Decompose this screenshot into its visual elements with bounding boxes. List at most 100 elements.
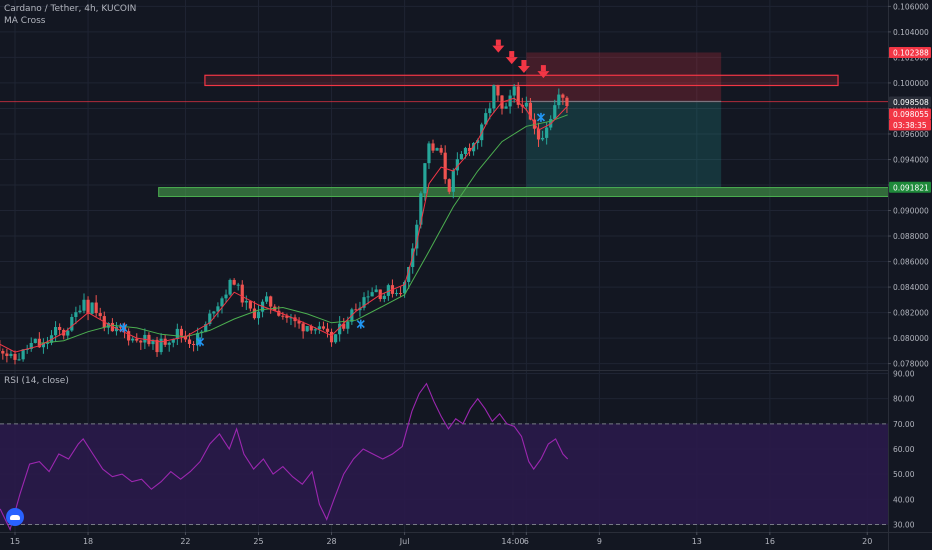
- candle-body: [98, 313, 102, 317]
- candle-body: [90, 302, 94, 314]
- candle-body: [159, 338, 163, 353]
- candle-body: [155, 339, 159, 353]
- candle-body: [524, 102, 528, 107]
- tradingview-logo-icon[interactable]: [6, 508, 24, 526]
- candle-body: [451, 170, 455, 192]
- candle-body: [13, 353, 17, 360]
- candle-body: [565, 97, 569, 107]
- candle-body: [118, 326, 123, 328]
- candle-body: [167, 342, 171, 345]
- candle-body: [135, 338, 139, 341]
- time-scale-bg: [0, 532, 932, 550]
- candle-body: [317, 326, 321, 330]
- candle-body: [423, 163, 427, 194]
- candle-body: [9, 353, 13, 356]
- price-badge-label-target: 0.091821: [893, 183, 929, 192]
- candle-body: [536, 128, 541, 140]
- candle-body: [216, 306, 220, 312]
- candle-body: [492, 85, 496, 109]
- candlestick-series: [0, 82, 569, 365]
- candle-body: [151, 339, 155, 345]
- candle-body: [179, 328, 183, 336]
- down-arrow-icon: [540, 65, 546, 72]
- candle-body: [394, 293, 399, 295]
- candle-body: [329, 331, 334, 343]
- rsi-tick-label: 40.00: [893, 495, 915, 504]
- candle-body: [240, 284, 244, 303]
- rsi-tick-label: 90.00: [893, 370, 915, 379]
- candle-body: [463, 147, 468, 154]
- candle-body: [439, 148, 443, 153]
- candle-body: [471, 143, 476, 152]
- down-arrow-icon: [517, 66, 530, 73]
- candle-body: [106, 322, 110, 328]
- candle-body: [561, 94, 565, 98]
- candle-body: [74, 312, 78, 317]
- candle-body: [5, 353, 9, 356]
- symbol-title[interactable]: Cardano / Tether, 4h, KUCOIN: [4, 4, 137, 14]
- candle-body: [325, 328, 330, 332]
- price-tick-label: 0.104000: [893, 28, 929, 37]
- candle-body: [86, 299, 90, 314]
- rsi-line: [0, 382, 569, 532]
- candle-body: [370, 292, 374, 297]
- candle-body: [244, 300, 248, 303]
- time-tick-label: 25: [253, 537, 263, 546]
- candle-body: [476, 140, 480, 144]
- price-badges: 0.102388 0.098508 0.098055 03:38:35 0.091821: [889, 46, 931, 193]
- candle-body: [143, 334, 147, 343]
- stop-loss-area: [526, 52, 722, 102]
- price-tick-label: 0.080000: [893, 334, 929, 343]
- candle-body: [447, 179, 451, 192]
- time-tick-label: 14:00: [501, 537, 524, 546]
- time-tick-label: 15: [10, 537, 20, 546]
- candle-body: [419, 193, 423, 225]
- candle-body: [37, 338, 41, 348]
- candle-body: [382, 295, 386, 299]
- candle-body: [342, 323, 346, 329]
- candle-body: [21, 349, 25, 360]
- price-tick-label: 0.082000: [893, 309, 929, 318]
- candle-body: [354, 309, 358, 311]
- price-tick-label: 0.100000: [893, 79, 929, 88]
- candle-body: [58, 327, 62, 330]
- down-arrow-icon: [492, 45, 505, 53]
- candle-body: [269, 296, 273, 307]
- candle-body: [53, 327, 58, 336]
- candle-body: [305, 326, 309, 332]
- down-arrow-icon: [537, 71, 550, 79]
- ma-fast-line: [0, 97, 569, 353]
- time-tick-label: 16: [765, 537, 775, 546]
- candle-body: [289, 317, 293, 319]
- candle-body: [301, 323, 305, 332]
- candle-body: [386, 285, 390, 296]
- rsi-band: [0, 423, 888, 525]
- price-tick-label: 0.086000: [893, 258, 929, 267]
- price-scale-bg: [888, 0, 932, 550]
- time-tick-label: 18: [83, 537, 93, 546]
- indicator-label-ma-cross[interactable]: MA Cross: [4, 16, 46, 26]
- ma-cross-icon: [119, 323, 128, 333]
- candle-body: [256, 311, 261, 319]
- rsi-tick-label: 30.00: [893, 520, 915, 529]
- candle-body: [504, 106, 508, 109]
- candle-body: [127, 331, 131, 341]
- candle-body: [362, 297, 366, 308]
- ma-cross-icon: [195, 337, 205, 347]
- candle-body: [334, 334, 338, 343]
- time-tick-label: 20: [862, 537, 872, 546]
- price-badge-timer: [889, 119, 931, 131]
- price-tick-label: 0.106000: [893, 2, 929, 11]
- price-badge-target: [889, 181, 931, 193]
- candle-body: [455, 159, 459, 171]
- candle-body: [248, 300, 252, 309]
- price-tick-label: 0.094000: [893, 155, 929, 164]
- indicator-label-rsi[interactable]: RSI (14, close): [4, 376, 69, 386]
- time-tick-label: Jul: [399, 537, 410, 546]
- time-tick-label: 9: [597, 537, 602, 546]
- candle-body: [516, 86, 520, 105]
- price-badge-label-stop: 0.102388: [893, 48, 929, 57]
- candle-body: [297, 321, 301, 324]
- ma-slow-line: [39, 114, 568, 344]
